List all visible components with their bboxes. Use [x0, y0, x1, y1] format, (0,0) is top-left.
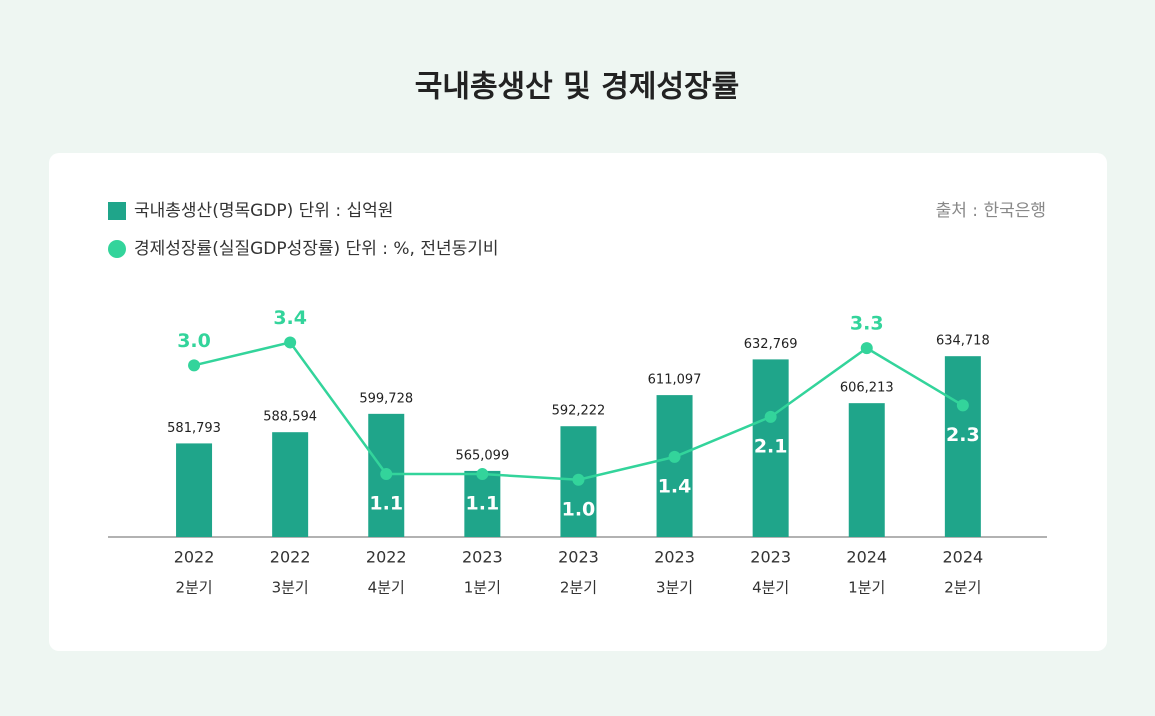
source: 출처 : 한국은행 [936, 201, 1046, 221]
line-value-label: 1.1 [369, 493, 403, 515]
x-tick-label: 2023 [750, 548, 791, 567]
bar-value-label: 632,769 [744, 337, 798, 352]
legend-swatch [108, 240, 126, 258]
line-point [188, 359, 201, 372]
bar-value-label: 581,793 [167, 421, 221, 436]
legend-label: 경제성장률(실질GDP성장률) 단위 : %, 전년동기비 [134, 239, 499, 259]
line-point [860, 342, 873, 355]
x-tick-label: 2분기 [175, 579, 212, 597]
bar-value-label: 565,099 [455, 448, 509, 463]
line-value-label: 3.4 [273, 307, 307, 329]
bar-value-label: 611,097 [648, 373, 702, 388]
line-value-label: 1.1 [466, 493, 500, 515]
x-tick-label: 2023 [462, 548, 503, 567]
x-tick-label: 4분기 [368, 579, 405, 597]
line-value-label: 3.0 [177, 330, 211, 352]
x-tick-label: 2024 [846, 548, 887, 567]
line-point [380, 468, 393, 481]
bar-value-label: 588,594 [263, 410, 317, 425]
line-point [476, 468, 489, 481]
legend-swatch [108, 202, 126, 220]
line-value-label: 1.4 [658, 475, 692, 497]
x-tick-label: 2023 [558, 548, 599, 567]
bar [272, 432, 309, 537]
x-tick-label: 2023 [654, 548, 695, 567]
bar [464, 470, 501, 537]
x-tick-label: 1분기 [848, 579, 885, 597]
bar-value-label: 606,213 [840, 381, 894, 396]
bar [848, 403, 885, 537]
bar [944, 356, 981, 537]
line-point [284, 336, 297, 349]
line-point [572, 473, 585, 486]
x-tick-label: 2분기 [560, 579, 597, 597]
x-tick-label: 1분기 [464, 579, 501, 597]
x-tick-label: 2022 [366, 548, 407, 567]
x-tick-label: 2024 [942, 548, 983, 567]
line-point [668, 450, 681, 463]
line-point [764, 410, 777, 423]
x-tick-label: 2분기 [944, 579, 981, 597]
x-tick-label: 4분기 [752, 579, 789, 597]
line-point [956, 399, 969, 412]
x-tick-label: 2022 [270, 548, 311, 567]
line-value-label: 1.0 [562, 498, 596, 520]
x-tick-label: 2022 [174, 548, 215, 567]
bar-value-label: 599,728 [359, 391, 413, 406]
card [49, 153, 1107, 651]
chart-title: 국내총생산 및 경제성장률 [415, 70, 740, 105]
line-value-label: 2.1 [754, 435, 788, 457]
line-value-label: 2.3 [946, 424, 980, 446]
bar [752, 359, 789, 537]
line-value-label: 3.3 [850, 313, 884, 335]
legend-label: 국내총생산(명목GDP) 단위 : 십억원 [134, 201, 393, 221]
bar [656, 395, 693, 537]
x-tick-label: 3분기 [656, 579, 693, 597]
x-tick-label: 3분기 [272, 579, 309, 597]
bar-value-label: 634,718 [936, 334, 990, 349]
bar-value-label: 592,222 [552, 404, 606, 419]
bar [176, 443, 213, 537]
